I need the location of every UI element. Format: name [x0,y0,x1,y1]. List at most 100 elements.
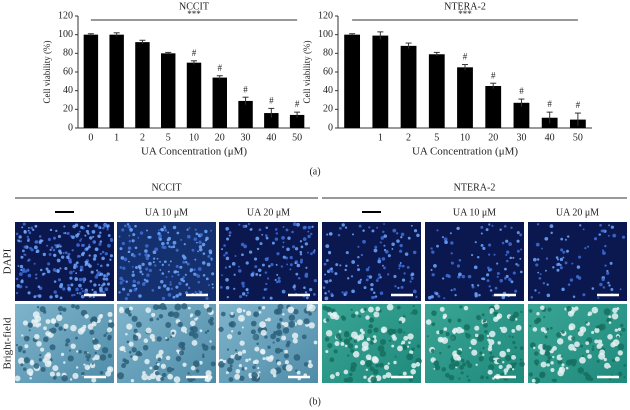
cell [303,286,306,289]
cell [121,228,125,232]
cell [275,337,281,343]
cell [43,336,49,343]
cell [301,334,307,340]
cell [194,309,201,317]
cell [138,294,142,298]
cell [410,272,415,277]
cell [499,350,507,358]
cell [506,259,509,263]
cell [386,303,394,311]
cell [299,250,303,254]
cell [79,265,84,270]
cell [275,232,279,235]
cell [279,317,283,322]
cell [173,311,180,319]
cell [55,229,58,232]
cell [257,268,262,273]
cell [204,331,208,334]
cell [99,252,102,256]
cell [544,269,547,272]
cell [128,289,133,293]
column-label: UA 20 μM [247,207,290,218]
cell [49,344,56,351]
cell [365,278,369,282]
bar [513,102,530,128]
cell [58,249,62,253]
cell [623,363,627,367]
cell [89,329,95,335]
cell [59,245,62,248]
cell [327,343,333,349]
cell [141,262,145,267]
cell [40,366,46,372]
cell [252,333,260,341]
cell [540,305,545,311]
cell [75,272,78,275]
cell [430,247,433,250]
cell [533,377,541,384]
cell [128,240,132,243]
cell [399,249,403,253]
cell [265,356,270,361]
cell [304,242,309,246]
cell [437,336,444,343]
cell [23,245,27,249]
cell [202,353,205,356]
cell [562,256,565,259]
cell [489,330,496,338]
cell [250,320,257,327]
cell [265,236,269,240]
cell [391,242,395,247]
micrograph [528,304,627,384]
cell [559,257,564,262]
cell [509,367,513,371]
cell [508,277,512,282]
cell [308,322,315,329]
cell [338,226,342,230]
cell [247,222,251,226]
cell [49,371,55,377]
cell [177,273,180,276]
cell [99,370,104,375]
cell [218,361,225,368]
cell [609,261,613,265]
cell [467,274,472,279]
cell [91,362,94,365]
cell [329,374,335,380]
cell [603,308,611,316]
cell [546,363,550,367]
cell [536,258,540,261]
cell [442,313,448,319]
cell [471,349,478,356]
cell [233,273,236,276]
cell [478,334,485,340]
bar [400,45,417,128]
cell [159,269,162,271]
cell [550,368,555,373]
cell [170,246,173,249]
cell [398,320,403,325]
cell [513,362,517,366]
cell [57,305,64,312]
cell [190,320,196,327]
bar [83,34,99,128]
cell [22,350,26,354]
cell [333,349,338,354]
cell [488,364,495,371]
cell [617,343,625,351]
cell [458,377,461,380]
cell [258,306,262,310]
cell [398,263,402,268]
cell [71,294,74,297]
cell [487,338,491,342]
cell [22,222,26,226]
cell [494,286,498,290]
cell [74,277,77,280]
cell [482,322,488,328]
cell [355,311,359,315]
cell [532,257,537,262]
cell [198,290,201,293]
cell [84,260,88,264]
cell [106,243,111,248]
x-tick-label: 2 [406,132,411,143]
